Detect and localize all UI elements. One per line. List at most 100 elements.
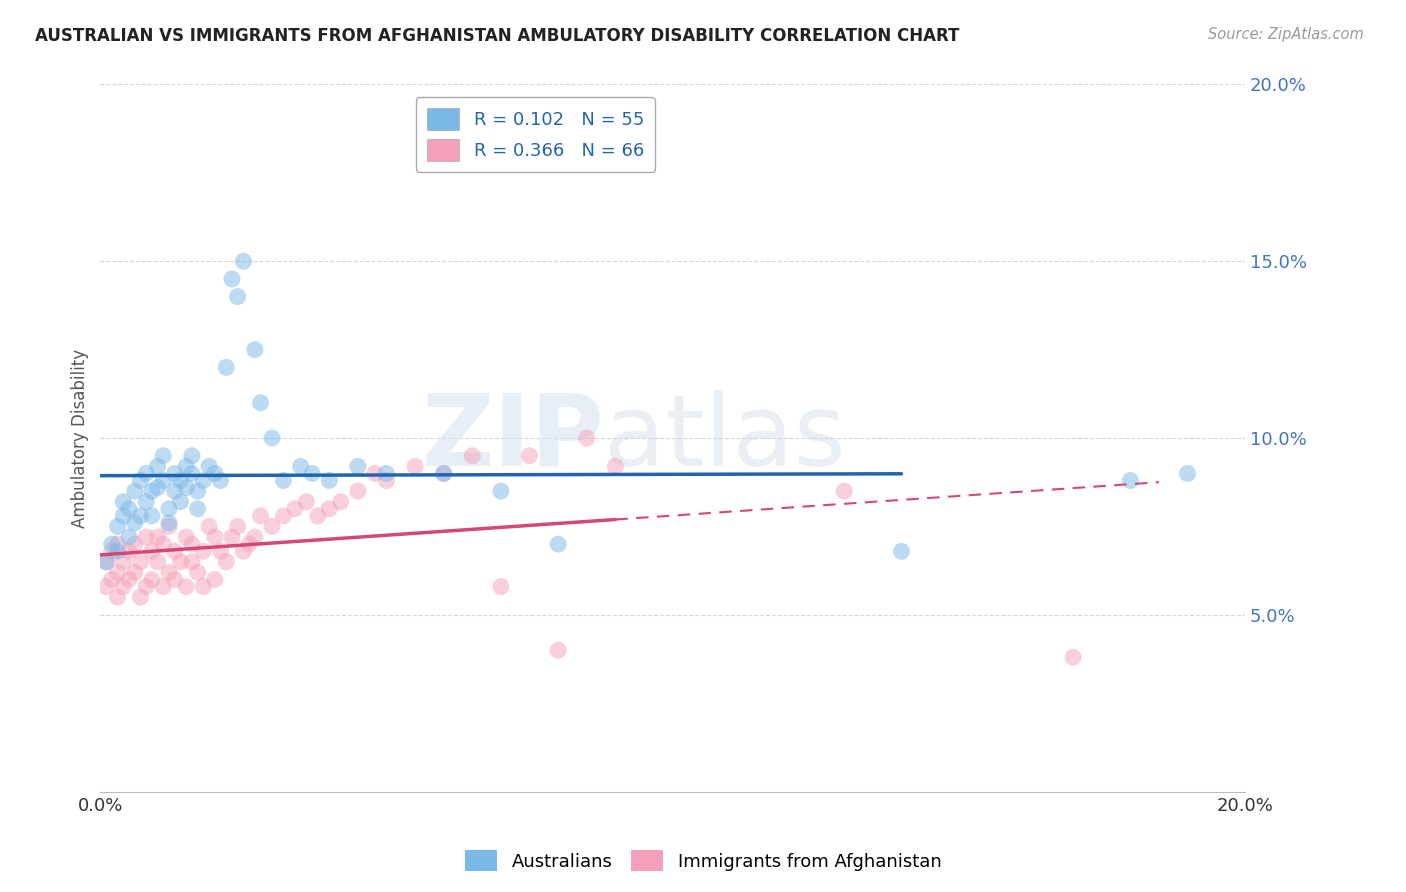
Point <box>284 501 307 516</box>
Point <box>180 467 202 481</box>
Point <box>141 484 163 499</box>
Point <box>243 530 266 544</box>
Point <box>209 474 232 488</box>
Point <box>404 459 426 474</box>
Point <box>135 467 157 481</box>
Point <box>118 530 141 544</box>
Point <box>364 467 387 481</box>
Point <box>215 555 238 569</box>
Point <box>141 544 163 558</box>
Point <box>489 580 512 594</box>
Point <box>221 272 243 286</box>
Point <box>209 544 232 558</box>
Point <box>232 254 254 268</box>
Point <box>163 484 186 499</box>
Point <box>174 481 197 495</box>
Point <box>101 537 124 551</box>
Point <box>146 530 169 544</box>
Point <box>890 544 912 558</box>
Point <box>605 459 627 474</box>
Point <box>547 537 569 551</box>
Point <box>1119 474 1142 488</box>
Point <box>193 474 215 488</box>
Point <box>169 474 191 488</box>
Point <box>94 555 117 569</box>
Point <box>141 508 163 523</box>
Point <box>101 544 124 558</box>
Point <box>575 431 598 445</box>
Point <box>152 537 174 551</box>
Point <box>157 516 180 530</box>
Point <box>260 519 283 533</box>
Point <box>1177 467 1199 481</box>
Point <box>112 555 135 569</box>
Legend: Australians, Immigrants from Afghanistan: Australians, Immigrants from Afghanistan <box>457 843 949 879</box>
Point <box>347 459 370 474</box>
Point <box>1062 650 1084 665</box>
Point <box>249 395 271 409</box>
Point <box>112 494 135 508</box>
Point <box>112 508 135 523</box>
Point <box>118 573 141 587</box>
Point <box>107 519 129 533</box>
Point <box>193 580 215 594</box>
Point <box>180 555 202 569</box>
Point <box>94 580 117 594</box>
Point <box>129 508 152 523</box>
Point <box>832 484 855 499</box>
Point <box>157 501 180 516</box>
Point <box>243 343 266 357</box>
Point <box>169 555 191 569</box>
Point <box>204 530 226 544</box>
Point <box>107 591 129 605</box>
Point <box>118 544 141 558</box>
Point <box>307 508 329 523</box>
Point <box>152 449 174 463</box>
Point <box>273 508 295 523</box>
Point <box>232 544 254 558</box>
Point <box>174 459 197 474</box>
Point <box>238 537 260 551</box>
Point <box>124 516 146 530</box>
Point <box>226 519 249 533</box>
Point <box>135 530 157 544</box>
Point <box>112 580 135 594</box>
Point <box>124 537 146 551</box>
Point <box>519 449 541 463</box>
Point <box>135 494 157 508</box>
Point <box>146 481 169 495</box>
Point <box>489 484 512 499</box>
Point <box>157 566 180 580</box>
Point <box>547 643 569 657</box>
Point <box>198 519 221 533</box>
Point <box>249 508 271 523</box>
Text: AUSTRALIAN VS IMMIGRANTS FROM AFGHANISTAN AMBULATORY DISABILITY CORRELATION CHAR: AUSTRALIAN VS IMMIGRANTS FROM AFGHANISTA… <box>35 27 959 45</box>
Point <box>180 449 202 463</box>
Text: atlas: atlas <box>605 390 845 486</box>
Point <box>174 530 197 544</box>
Point <box>204 573 226 587</box>
Text: Source: ZipAtlas.com: Source: ZipAtlas.com <box>1208 27 1364 42</box>
Y-axis label: Ambulatory Disability: Ambulatory Disability <box>72 349 89 528</box>
Point <box>118 501 141 516</box>
Point <box>124 484 146 499</box>
Point <box>215 360 238 375</box>
Point <box>141 573 163 587</box>
Point <box>187 484 209 499</box>
Point <box>124 566 146 580</box>
Point <box>157 519 180 533</box>
Point <box>221 530 243 544</box>
Point <box>163 544 186 558</box>
Point <box>433 467 456 481</box>
Point <box>129 591 152 605</box>
Point <box>180 537 202 551</box>
Point <box>129 474 152 488</box>
Point <box>187 501 209 516</box>
Point <box>273 474 295 488</box>
Point <box>169 494 191 508</box>
Point <box>163 573 186 587</box>
Point <box>101 573 124 587</box>
Point <box>107 537 129 551</box>
Point <box>295 494 318 508</box>
Point <box>375 467 398 481</box>
